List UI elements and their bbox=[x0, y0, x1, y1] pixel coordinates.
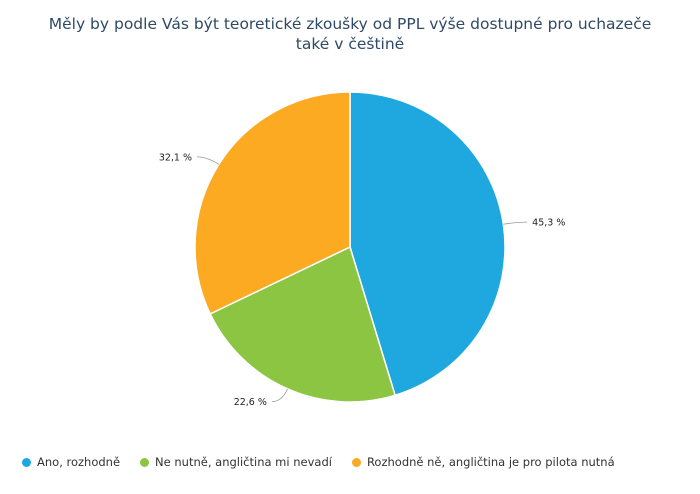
pie-slice-2[interactable] bbox=[194, 91, 351, 315]
label-connector-0 bbox=[503, 221, 528, 225]
label-connector-2 bbox=[197, 156, 220, 165]
data-label-1: 22,6 % bbox=[234, 397, 267, 408]
data-label-2: 32,1 % bbox=[159, 152, 192, 163]
chart-title-line-2: také v češtině bbox=[295, 35, 405, 53]
legend-label: Ne nutně, angličtina mi nevadí bbox=[155, 455, 332, 469]
label-connector-1 bbox=[271, 388, 288, 403]
legend-label: Rozhodně ně, angličtina je pro pilota nu… bbox=[366, 455, 615, 469]
legend-marker-icon bbox=[351, 457, 361, 467]
legend-marker-icon bbox=[22, 457, 31, 467]
legend: Ano, rozhodně Ne nutně, angličtina mi ne… bbox=[22, 455, 635, 469]
legend-label: Ano, rozhodně bbox=[37, 455, 121, 469]
legend-item-ne-nutne[interactable]: Ne nutně, angličtina mi nevadí bbox=[140, 455, 332, 469]
legend-item-rozhodne-ne[interactable]: Rozhodně ně, angličtina je pro pilota nu… bbox=[351, 455, 615, 469]
pie-slice-0[interactable] bbox=[349, 91, 506, 397]
chart-title: Měly by podle Vás být teoretické zkoušky… bbox=[0, 14, 700, 54]
legend-marker-icon bbox=[140, 457, 150, 467]
legend-item-ano[interactable]: Ano, rozhodně bbox=[22, 455, 120, 469]
data-label-0: 45,3 % bbox=[532, 218, 565, 229]
chart-title-line-1: Měly by podle Vás být teoretické zkoušky… bbox=[48, 15, 652, 33]
